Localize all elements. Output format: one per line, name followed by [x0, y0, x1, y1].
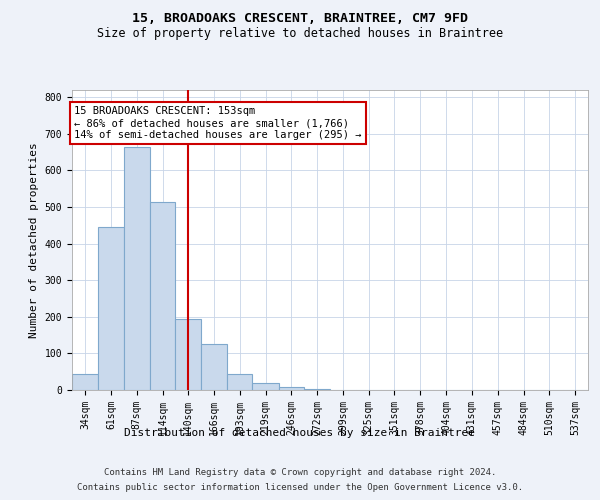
- Text: Distribution of detached houses by size in Braintree: Distribution of detached houses by size …: [125, 428, 476, 438]
- Bar: [227, 374, 253, 390]
- Bar: [175, 318, 201, 390]
- Bar: [201, 344, 227, 390]
- Text: 15, BROADOAKS CRESCENT, BRAINTREE, CM7 9FD: 15, BROADOAKS CRESCENT, BRAINTREE, CM7 9…: [132, 12, 468, 26]
- Text: Contains HM Land Registry data © Crown copyright and database right 2024.: Contains HM Land Registry data © Crown c…: [104, 468, 496, 477]
- Bar: [72, 374, 98, 390]
- Text: Size of property relative to detached houses in Braintree: Size of property relative to detached ho…: [97, 28, 503, 40]
- Text: 15 BROADOAKS CRESCENT: 153sqm
← 86% of detached houses are smaller (1,766)
14% o: 15 BROADOAKS CRESCENT: 153sqm ← 86% of d…: [74, 106, 361, 140]
- Bar: [253, 382, 279, 390]
- Bar: [279, 387, 304, 390]
- Bar: [150, 202, 175, 390]
- Bar: [98, 227, 124, 390]
- Bar: [124, 146, 150, 390]
- Text: Contains public sector information licensed under the Open Government Licence v3: Contains public sector information licen…: [77, 483, 523, 492]
- Y-axis label: Number of detached properties: Number of detached properties: [29, 142, 39, 338]
